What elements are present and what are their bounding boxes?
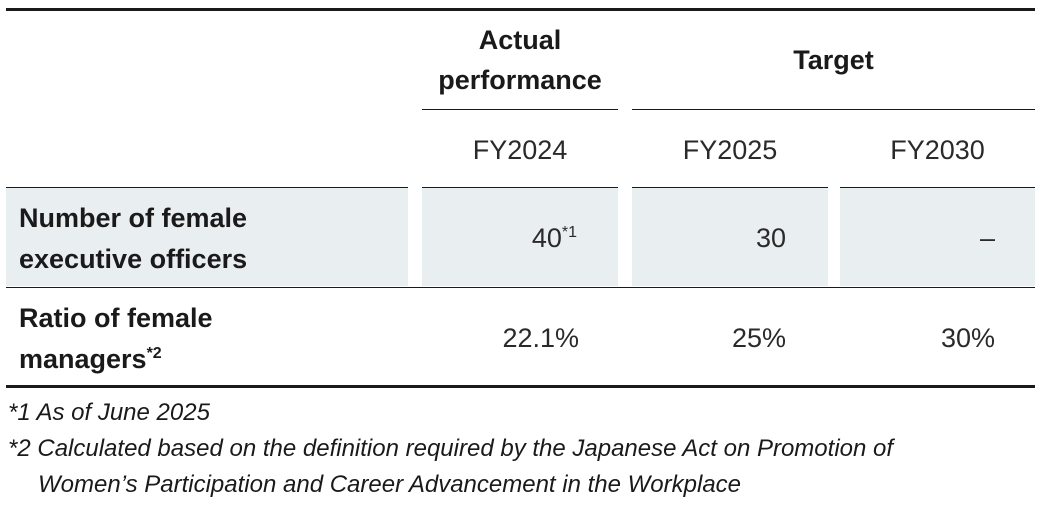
- footnotes: *1 As of June 2025 *2 Calculated based o…: [8, 395, 893, 503]
- header-actual-performance: Actual performance: [438, 25, 602, 95]
- table-top-rule: [6, 8, 1035, 11]
- value-managers-fy2025: 25%: [731, 323, 786, 353]
- footnote-2-continued: Women’s Participation and Career Advance…: [38, 471, 742, 498]
- row-divider: [840, 187, 1035, 188]
- year-fy2025: FY2025: [682, 135, 778, 165]
- table-bottom-rule: [6, 385, 1035, 388]
- header-target: Target: [793, 45, 874, 75]
- year-fy2024: FY2024: [472, 135, 568, 165]
- header-rule-target: [632, 109, 1035, 110]
- row-highlight: [422, 188, 618, 286]
- row-label-female-executives: Number of female executive officers: [19, 203, 248, 274]
- value-executives-fy2030: –: [979, 223, 995, 253]
- footnote-1: *1 As of June 2025: [8, 399, 210, 426]
- row-label-female-managers: Ratio of female managers*2: [19, 303, 213, 374]
- header-rule-actual: [422, 109, 618, 110]
- row-highlight: [632, 188, 828, 286]
- value-managers-fy2024: 22.1%: [502, 323, 579, 353]
- footnote-2: *2 Calculated based on the definition re…: [8, 435, 894, 462]
- row-highlight: [6, 188, 408, 286]
- value-managers-fy2030: 30%: [940, 323, 995, 353]
- value-executives-fy2025: 30: [755, 223, 786, 253]
- row-divider: [422, 187, 618, 188]
- row-divider: [6, 287, 1035, 288]
- row-divider: [632, 187, 828, 188]
- row-divider: [6, 187, 408, 188]
- value-executives-fy2024: 40*1: [531, 223, 577, 253]
- year-fy2030: FY2030: [890, 135, 985, 165]
- row-highlight: [840, 188, 1035, 286]
